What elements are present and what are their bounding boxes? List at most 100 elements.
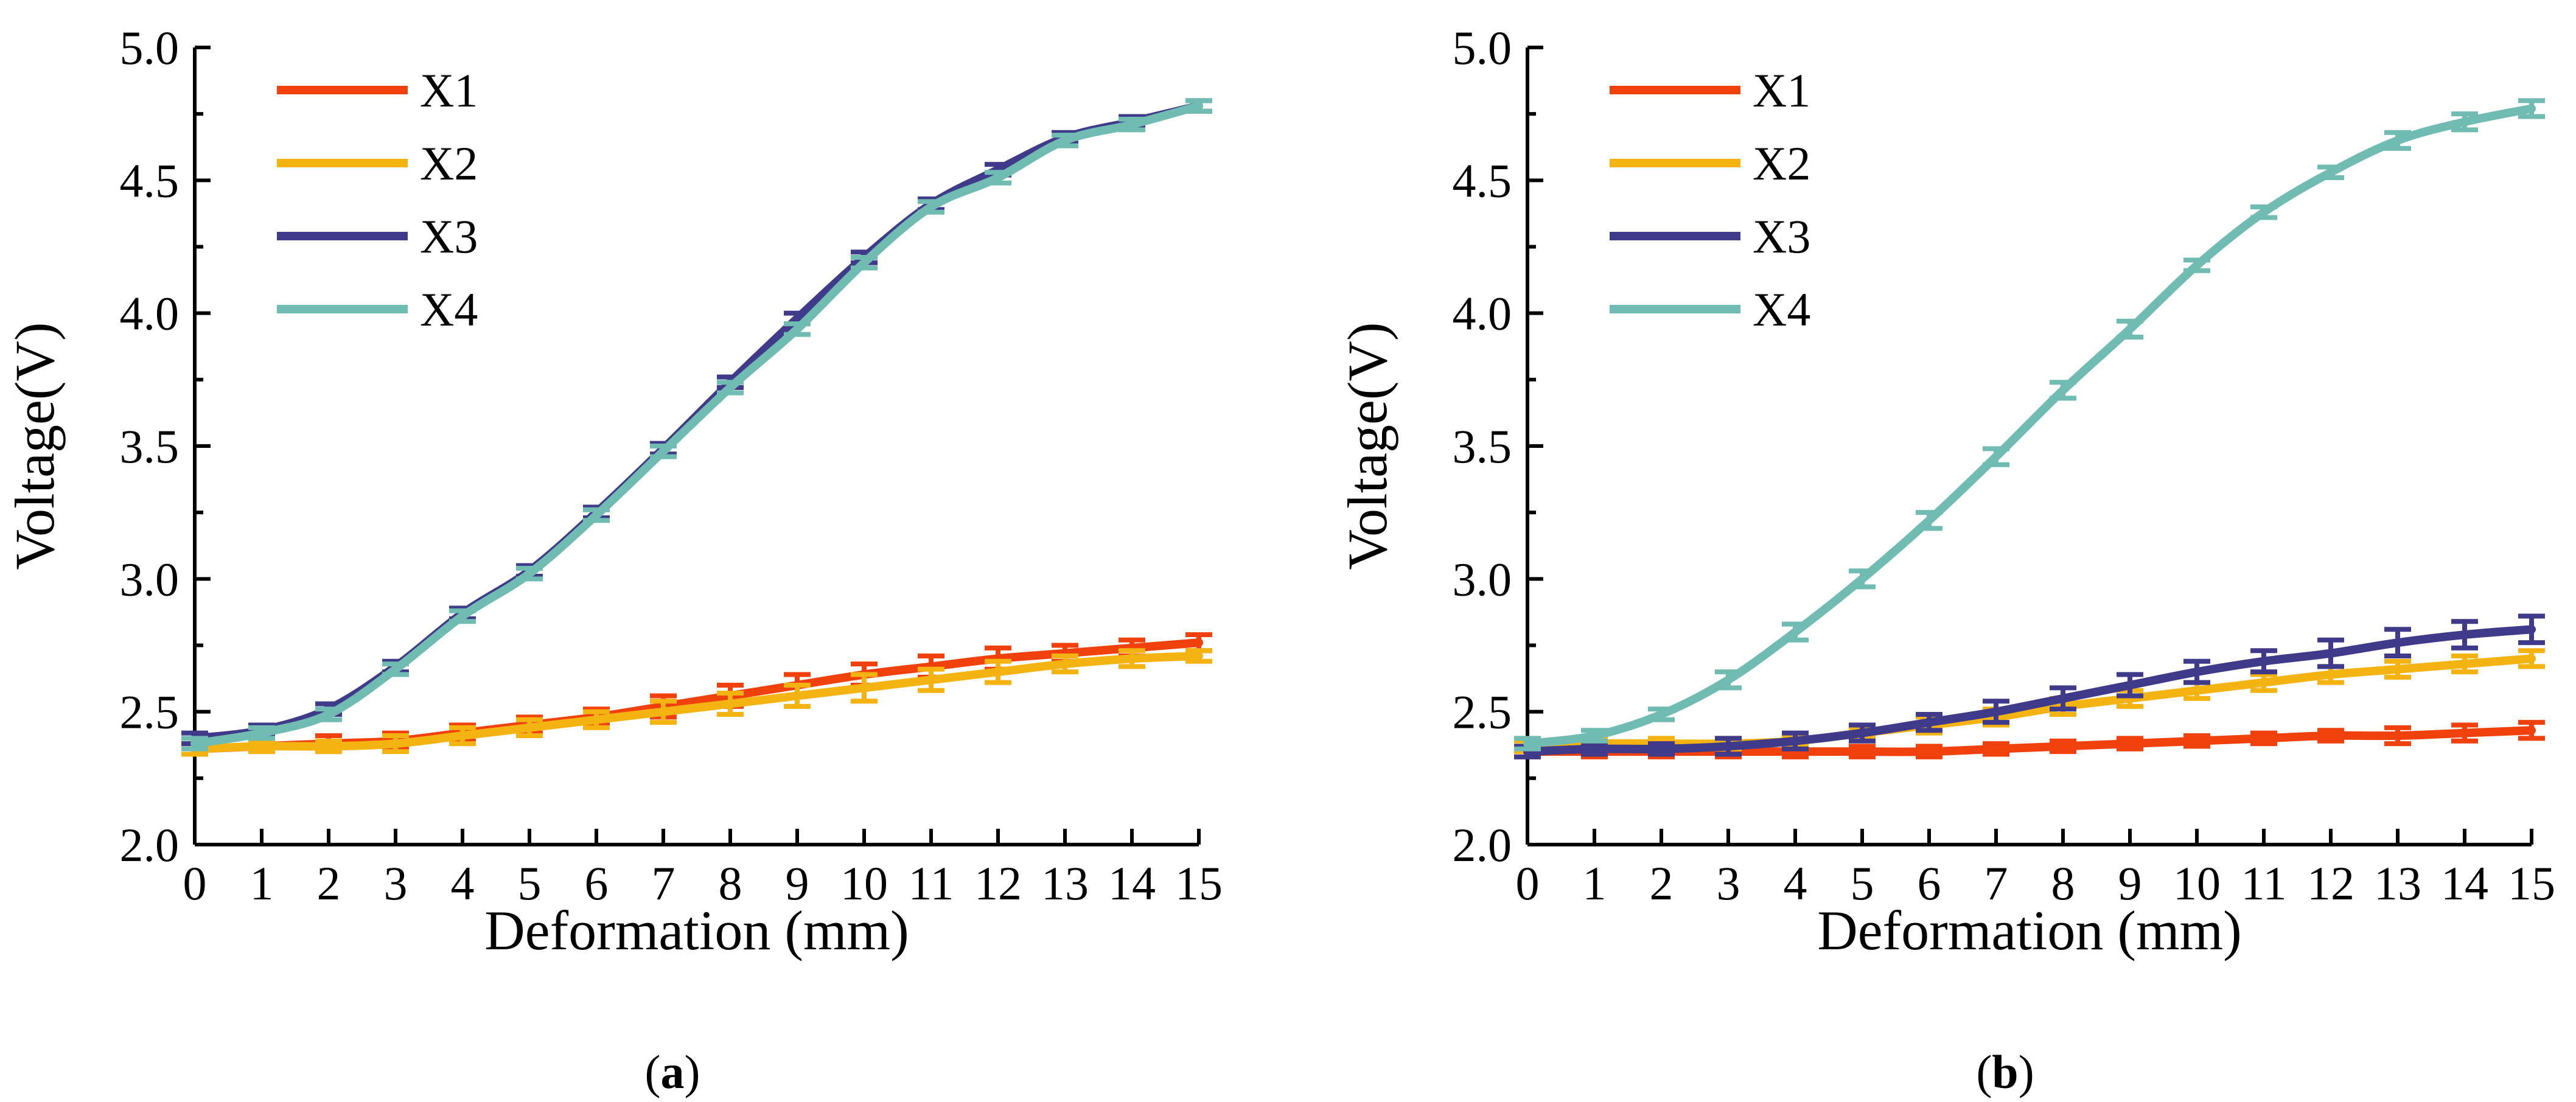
error-bar-X4-7 xyxy=(1983,446,2009,467)
legend-label-X4: X4 xyxy=(420,283,478,336)
error-bar-X4-13 xyxy=(2384,130,2411,151)
error-bar-X4-13 xyxy=(1052,133,1078,148)
x-tick-label: 9 xyxy=(786,857,809,910)
error-bar-X4-5 xyxy=(516,565,543,582)
error-bar-X3-11 xyxy=(2250,648,2277,675)
series-line-X2 xyxy=(190,651,1203,753)
series-X3 xyxy=(1514,613,2545,759)
panel-label-a: (a) xyxy=(645,1045,700,1098)
legend-label-X2: X2 xyxy=(1753,137,1810,190)
error-bar-X2-14 xyxy=(2451,653,2478,675)
x-tick-label: 12 xyxy=(974,857,1022,910)
x-tick-label: 10 xyxy=(840,857,888,910)
x-tick-label: 10 xyxy=(2173,857,2221,910)
series-X4 xyxy=(181,98,1212,752)
error-bar-X3-4 xyxy=(1782,730,1809,752)
legend-label-X1: X1 xyxy=(1753,64,1810,117)
x-tick-label: 7 xyxy=(1984,857,2008,910)
series-X4 xyxy=(1514,98,2545,752)
series-line-X3 xyxy=(1523,625,2536,756)
error-bar-X1-13 xyxy=(2384,725,2411,747)
legend-label-X2: X2 xyxy=(420,137,478,190)
error-bar-X1-10 xyxy=(2183,733,2210,749)
error-bar-X2-15 xyxy=(2518,648,2545,669)
error-bar-X2-1 xyxy=(248,738,275,755)
error-bar-X4-15 xyxy=(1185,98,1212,114)
error-bar-X3-5 xyxy=(1849,722,1876,744)
x-tick-label: 14 xyxy=(2441,857,2488,910)
x-tick-label: 13 xyxy=(2374,857,2421,910)
error-bar-X2-14 xyxy=(1119,648,1145,669)
error-bar-X2-10 xyxy=(851,672,878,704)
x-tick-label: 12 xyxy=(2307,857,2354,910)
error-bar-X4-0 xyxy=(1514,736,1541,752)
x-tick-label: 0 xyxy=(1516,857,1540,910)
chart-panel-a: 2.02.53.03.54.04.55.00 1 2 3 4 5 6 7 8 9 10 11 12 13 1… xyxy=(4,21,1223,1098)
y-tick-label: 2.5 xyxy=(1453,686,1512,739)
error-bar-X4-12 xyxy=(985,170,1011,186)
error-bar-X4-10 xyxy=(2183,257,2210,273)
x-tick-label: 15 xyxy=(2508,857,2555,910)
y-tick-label: 4.5 xyxy=(120,154,180,207)
error-bar-X4-4 xyxy=(1782,621,1809,643)
series-X2 xyxy=(181,648,1212,757)
error-bar-X1-5 xyxy=(1849,744,1876,759)
error-bar-X4-3 xyxy=(382,661,409,677)
legend: X1 X2 X3 X4 xyxy=(1610,64,1810,336)
error-bar-X2-9 xyxy=(784,683,811,709)
x-tick-label: 5 xyxy=(1851,857,1874,910)
error-bar-X1-15 xyxy=(2518,720,2545,741)
error-bar-X4-8 xyxy=(717,380,744,396)
x-axis-title: Deformation (mm) xyxy=(484,899,909,961)
error-bar-X4-9 xyxy=(2117,318,2143,340)
error-bar-X4-4 xyxy=(449,608,476,624)
error-bar-X2-7 xyxy=(650,699,677,725)
x-tick-label: 9 xyxy=(2118,857,2142,910)
x-tick-label: 2 xyxy=(1650,857,1674,910)
error-bar-X3-13 xyxy=(2384,627,2411,658)
x-tick-label: 11 xyxy=(2241,857,2286,910)
y-tick-label: 3.5 xyxy=(120,420,180,473)
legend-label-X1: X1 xyxy=(420,64,478,117)
error-bar-X4-3 xyxy=(1715,669,1742,691)
x-tick-label: 4 xyxy=(1784,857,1807,910)
x-axis-title: Deformation (mm) xyxy=(1817,899,2241,961)
error-bar-X2-12 xyxy=(985,658,1011,685)
y-tick-label: 2.0 xyxy=(120,818,180,871)
error-bar-X4-1 xyxy=(248,725,275,741)
error-bar-X2-3 xyxy=(382,733,409,755)
legend: X1 X2 X3 X4 xyxy=(277,64,478,336)
x-tick-label: 15 xyxy=(1175,857,1223,910)
error-bar-X1-14 xyxy=(2451,722,2478,744)
y-tick-label: 3.0 xyxy=(1453,553,1512,605)
error-bar-X1-8 xyxy=(2050,738,2076,755)
x-tick-label: 7 xyxy=(652,857,675,910)
error-bar-X3-1 xyxy=(1581,741,1608,757)
y-tick-label: 3.5 xyxy=(1453,420,1512,473)
x-tick-label: 8 xyxy=(2051,857,2075,910)
legend-label-X4: X4 xyxy=(1753,283,1810,336)
error-bar-X4-10 xyxy=(851,254,878,271)
x-tick-label: 5 xyxy=(518,857,542,910)
error-bar-X4-5 xyxy=(1849,568,1876,590)
error-bar-X3-10 xyxy=(2183,658,2210,685)
error-bar-X4-14 xyxy=(2451,111,2478,133)
series-X1 xyxy=(181,632,1212,757)
error-bar-X2-4 xyxy=(449,725,476,747)
error-bar-X4-1 xyxy=(1581,728,1608,744)
error-bar-X4-14 xyxy=(1119,116,1145,133)
error-bar-X1-6 xyxy=(1916,744,1942,759)
x-tick-label: 2 xyxy=(317,857,341,910)
x-tick-label: 11 xyxy=(908,857,954,910)
x-tick-label: 4 xyxy=(451,857,475,910)
x-tick-label: 14 xyxy=(1108,857,1156,910)
error-bar-X3-15 xyxy=(2518,613,2545,646)
error-bar-X2-13 xyxy=(2384,658,2411,680)
y-tick-label: 5.0 xyxy=(120,21,180,74)
error-bar-X2-13 xyxy=(1052,653,1078,675)
x-tick-label: 0 xyxy=(183,857,207,910)
x-tick-label: 13 xyxy=(1041,857,1089,910)
error-bar-X4-15 xyxy=(2518,98,2545,119)
